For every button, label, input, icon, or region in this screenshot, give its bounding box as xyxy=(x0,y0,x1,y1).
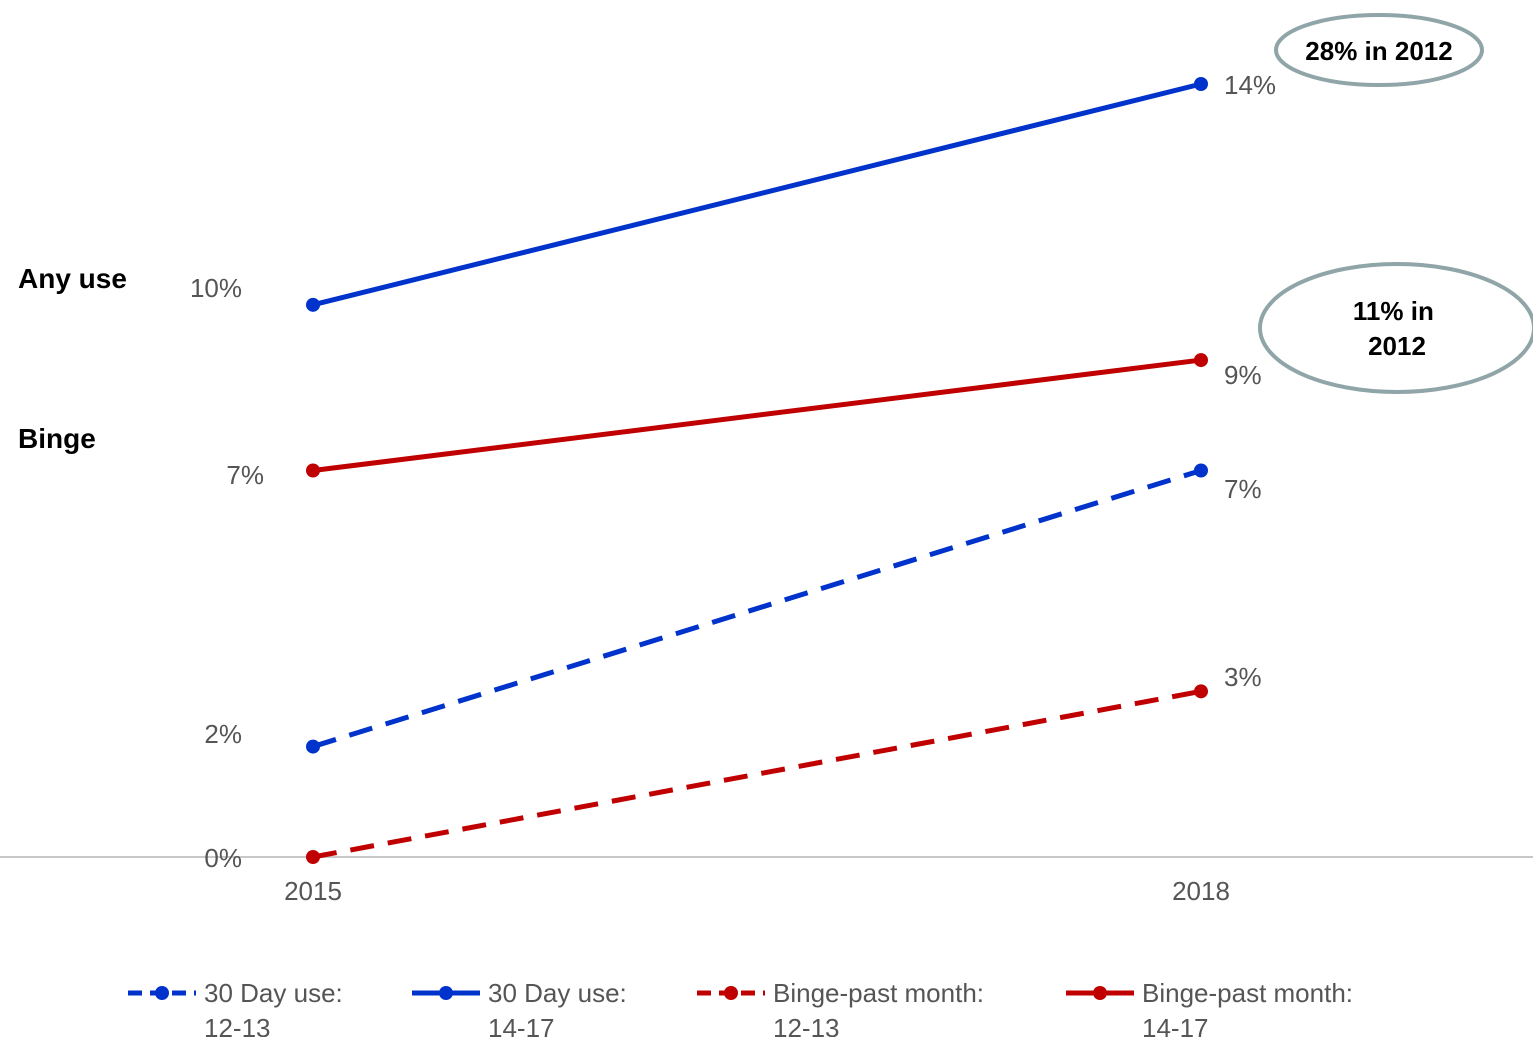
data-label-binge-14-17-2015: 7% xyxy=(226,460,264,490)
series-line-binge-past-month-14-17 xyxy=(312,357,1202,473)
data-point-binge-past-month-12-13-2018 xyxy=(1194,684,1208,699)
x-tick-label: 2018 xyxy=(1172,876,1230,906)
data-point-binge-past-month-14-17-2015 xyxy=(306,463,320,478)
data-point-30-day-use-14-17-2015 xyxy=(306,297,320,312)
data-label-30day-12-13-2018: 7% xyxy=(1224,474,1262,504)
annotation-text-binge-line1: 11% in xyxy=(1353,296,1434,326)
legend-marker-binge-past-month-12-13 xyxy=(724,986,738,1000)
data-label-binge-12-13-2015: 0% xyxy=(204,843,242,873)
group-label-any-use: Any use xyxy=(18,263,127,294)
legend-marker-binge-past-month-14-17 xyxy=(1093,986,1107,1000)
data-label-binge-14-17-2018: 9% xyxy=(1224,360,1262,390)
series-line-30-day-use-14-17 xyxy=(312,81,1202,308)
data-point-binge-past-month-12-13-2015 xyxy=(306,850,320,864)
series-line-binge-past-month-12-13 xyxy=(312,688,1202,860)
annotation-text-any-use: 28% in 2012 xyxy=(1305,36,1452,66)
legend-marker-30-day-use-12-13 xyxy=(155,986,169,1000)
x-tick-label: 2015 xyxy=(284,876,342,906)
data-point-30-day-use-14-17-2018 xyxy=(1194,77,1208,91)
annotation-ellipse-binge xyxy=(1258,262,1533,394)
data-point-30-day-use-12-13-2015 xyxy=(306,739,320,754)
data-label-30day-14-17-2015: 10% xyxy=(190,273,242,303)
data-label-30day-14-17-2018: 14% xyxy=(1224,70,1276,100)
group-label-binge: Binge xyxy=(18,423,96,454)
legend-label-30-day-use-14-17: 30 Day use: 14-17 xyxy=(488,978,627,1037)
data-point-binge-past-month-14-17-2018 xyxy=(1194,353,1208,368)
annotation-ellipse-any-use xyxy=(1274,13,1484,87)
annotation-text-binge: 11% in 2012 xyxy=(1353,296,1441,361)
legend-label-30-day-use-12-13: 30 Day use: 12-13 xyxy=(204,978,343,1037)
data-label-30day-12-13-2015: 2% xyxy=(204,719,242,749)
legend-marker-30-day-use-14-17 xyxy=(439,986,453,1000)
legend-label-binge-past-month-12-13: Binge-past month: 12-13 xyxy=(773,978,984,1037)
data-label-binge-12-13-2018: 3% xyxy=(1224,662,1262,692)
series-layer xyxy=(306,77,1208,864)
series-line-30-day-use-12-13 xyxy=(312,468,1202,749)
legend-label-binge-past-month-14-17: Binge-past month: 14-17 xyxy=(1142,978,1353,1037)
annotation-text-binge-line2: 2012 xyxy=(1368,331,1426,361)
legend: 30 Day use: 12-13 30 Day use: 14-17 Binge-pa… xyxy=(128,978,1353,1037)
data-point-30-day-use-12-13-2018 xyxy=(1194,463,1208,478)
